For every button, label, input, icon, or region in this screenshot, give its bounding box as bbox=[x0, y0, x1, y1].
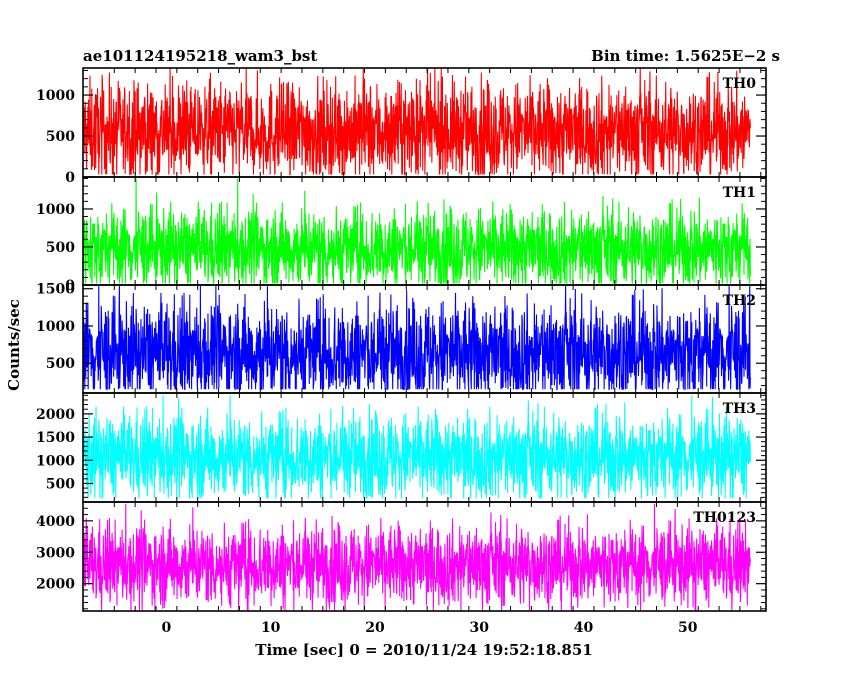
y-tick-label: 2000 bbox=[36, 407, 75, 423]
panel-th0123: 2000 3000 4000 TH0123 bbox=[36, 501, 767, 612]
y-tick-label: 500 bbox=[46, 240, 75, 256]
x-tick-label: 50 bbox=[678, 620, 698, 636]
series-th3-line bbox=[82, 395, 751, 500]
panels-group: 05001000TH005001000TH150010001500TH25001… bbox=[36, 67, 767, 636]
y-tick-label: 0 bbox=[65, 170, 75, 186]
panel-label-th1: TH1 bbox=[723, 185, 756, 201]
x-tick-label: 40 bbox=[574, 620, 594, 636]
panel-frame bbox=[82, 501, 767, 612]
x-tick-label: 20 bbox=[365, 620, 385, 636]
series-th2-line bbox=[82, 285, 751, 390]
panel-label-th0123: TH0123 bbox=[693, 510, 756, 526]
x-axis-label: Time [sec] 0 = 2010/11/24 19:52:18.851 bbox=[255, 641, 592, 659]
y-tick-label: 1000 bbox=[36, 202, 75, 218]
chart-title-right: Bin time: 1.5625E−2 s bbox=[591, 47, 780, 65]
y-tick-label: 1000 bbox=[36, 88, 75, 104]
y-tick-label: 1500 bbox=[36, 282, 75, 298]
chart-title-left: ae101124195218_wam3_bst bbox=[83, 47, 317, 65]
y-tick-label: 1500 bbox=[36, 430, 75, 446]
panel-label-th0: TH0 bbox=[723, 76, 757, 92]
y-tick-label: 1000 bbox=[36, 453, 75, 469]
series-th0-line bbox=[82, 67, 751, 176]
panel-label-th2: TH2 bbox=[723, 293, 756, 309]
y-tick-label: 2000 bbox=[36, 577, 75, 593]
panel-th2: 500 1000 1500 TH2 bbox=[36, 282, 767, 394]
x-tick-label: 10 bbox=[261, 620, 281, 636]
x-tick-label: 30 bbox=[470, 620, 490, 636]
y-tick-label: 500 bbox=[46, 476, 75, 492]
series-th0123-line bbox=[82, 503, 751, 612]
panel-th1: 0 500 1000 TH1 bbox=[36, 176, 767, 294]
panel-th0: 0 500 1000 TH0 bbox=[36, 67, 767, 186]
y-tick-label: 0 bbox=[65, 278, 75, 294]
x-tick-label: 0 bbox=[162, 620, 172, 636]
y-tick-label: 500 bbox=[46, 356, 75, 372]
y-tick-label: 4000 bbox=[36, 514, 75, 530]
panel-th3: 500 1000 1500 2000 TH3 bbox=[36, 392, 767, 503]
y-axis-label: Counts/sec bbox=[5, 299, 23, 391]
y-tick-label: 1000 bbox=[36, 319, 75, 335]
series-th1-line bbox=[82, 178, 751, 285]
y-tick-label: 500 bbox=[46, 129, 75, 145]
panel-label-th3: TH3 bbox=[723, 401, 756, 417]
y-tick-label: 3000 bbox=[36, 545, 75, 561]
